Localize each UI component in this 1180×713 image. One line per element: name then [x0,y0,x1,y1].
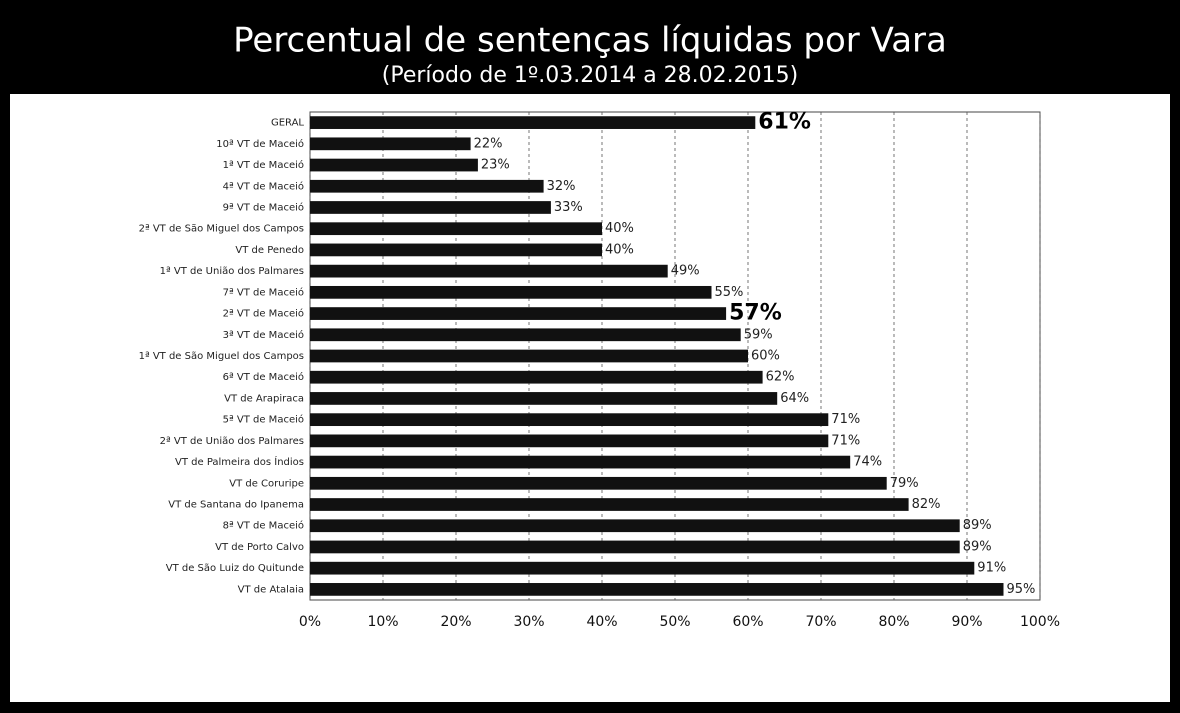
x-tick-label: 50% [659,614,690,630]
bar [310,116,756,129]
bar [310,434,829,448]
y-tick-label: 6ª VT de Maceió [223,371,304,383]
value-label: 40% [605,221,634,236]
y-tick-label: 7ª VT de Maceió [223,286,304,298]
bar [310,158,478,172]
y-tick-label: 1ª VT de União dos Palmares [160,266,304,277]
x-tick-label: 60% [732,614,763,630]
x-tick-label: 90% [951,614,982,630]
x-tick-label: 100% [1020,614,1060,630]
y-tick-label: VT de Palmeira dos Índios [175,455,304,468]
value-label: 33% [554,200,583,215]
y-tick-label: 3ª VT de Maceió [223,329,304,341]
value-label: 32% [547,179,576,194]
y-tick-label: 2ª VT de União dos Palmares [160,436,304,447]
x-tick-label: 80% [878,614,909,630]
y-tick-label: 1ª VT de Maceió [223,159,304,171]
bar [310,540,960,554]
value-label: 79% [890,476,919,491]
bar [310,222,602,236]
y-tick-label: VT de Atalaia [238,584,304,595]
y-tick-label: 4ª VT de Maceió [223,180,304,192]
value-label: 89% [963,539,992,554]
value-label: 71% [831,433,860,448]
y-tick-label: 8ª VT de Maceió [223,520,304,532]
y-tick-label: 9ª VT de Maceió [223,201,304,213]
chart-subtitle: (Período de 1º.03.2014 a 28.02.2015) [382,63,798,88]
value-label: 57% [729,301,782,326]
value-label: 60% [751,349,780,364]
bar [310,349,748,363]
y-tick-label: VT de Arapiraca [224,393,304,404]
value-label: 89% [963,518,992,533]
y-tick-label: VT de São Luiz do Quitunde [166,563,304,574]
y-tick-label: VT de Porto Calvo [215,542,304,553]
bar [310,179,544,193]
y-tick-label: VT de Santana do Ipanema [168,500,304,511]
value-label: 74% [853,455,882,470]
bar [310,583,1004,596]
y-tick-label: VT de Coruripe [229,478,304,489]
chart-title: Percentual de sentenças líquidas por Var… [233,21,947,61]
bar [310,498,909,511]
bar [310,561,975,575]
value-label: 61% [758,110,811,135]
y-tick-label: 5ª VT de Maceió [223,414,304,426]
x-tick-label: 0% [299,614,321,630]
bar [310,519,960,533]
y-tick-label: GERAL [271,118,304,129]
value-label: 95% [1007,582,1036,597]
value-label: 23% [481,158,510,173]
value-label: 40% [605,242,634,257]
bar [310,307,727,320]
bar [310,137,471,151]
value-label: 64% [780,391,809,406]
y-tick-label: VT de Penedo [235,245,304,256]
bar [310,285,712,299]
value-label: 91% [977,561,1006,576]
x-tick-label: 40% [586,614,617,630]
value-label: 62% [766,370,795,385]
y-tick-label: 10ª VT de Maceió [216,138,304,150]
bar [310,264,668,278]
value-label: 22% [474,136,503,151]
value-label: 59% [744,327,773,342]
bar [310,455,851,469]
value-label: 49% [671,264,700,279]
value-label: 55% [715,285,744,300]
x-tick-label: 30% [513,614,544,630]
bar [310,370,763,384]
bar [310,413,829,427]
value-label: 82% [912,497,941,512]
bar [310,476,887,490]
x-tick-label: 20% [440,614,471,630]
bar [310,392,778,405]
y-tick-label: 1ª VT de São Miguel dos Campos [139,351,304,362]
value-label: 71% [831,412,860,427]
bar [310,243,602,257]
y-tick-label: 2ª VT de Maceió [223,308,304,320]
bar [310,328,741,342]
bar [310,201,551,214]
x-tick-label: 10% [367,614,398,630]
x-tick-label: 70% [805,614,836,630]
y-tick-label: 2ª VT de São Miguel dos Campos [139,224,304,235]
